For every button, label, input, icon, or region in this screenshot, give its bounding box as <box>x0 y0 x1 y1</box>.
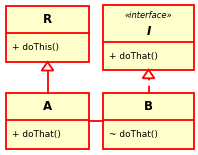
Text: R: R <box>43 13 52 26</box>
Bar <box>6 6 89 62</box>
Text: + doThat(): + doThat() <box>12 130 61 139</box>
Text: ~ doThat(): ~ doThat() <box>109 130 158 139</box>
Text: «interface»: «interface» <box>125 11 172 20</box>
Bar <box>103 93 194 149</box>
Text: B: B <box>144 100 153 113</box>
Polygon shape <box>143 70 154 78</box>
Text: I: I <box>146 25 151 38</box>
Bar <box>6 93 89 149</box>
Polygon shape <box>42 62 53 71</box>
Bar <box>103 5 194 70</box>
Text: A: A <box>43 100 52 113</box>
Text: + doThat(): + doThat() <box>109 52 158 61</box>
Text: + doThis(): + doThis() <box>12 43 59 52</box>
